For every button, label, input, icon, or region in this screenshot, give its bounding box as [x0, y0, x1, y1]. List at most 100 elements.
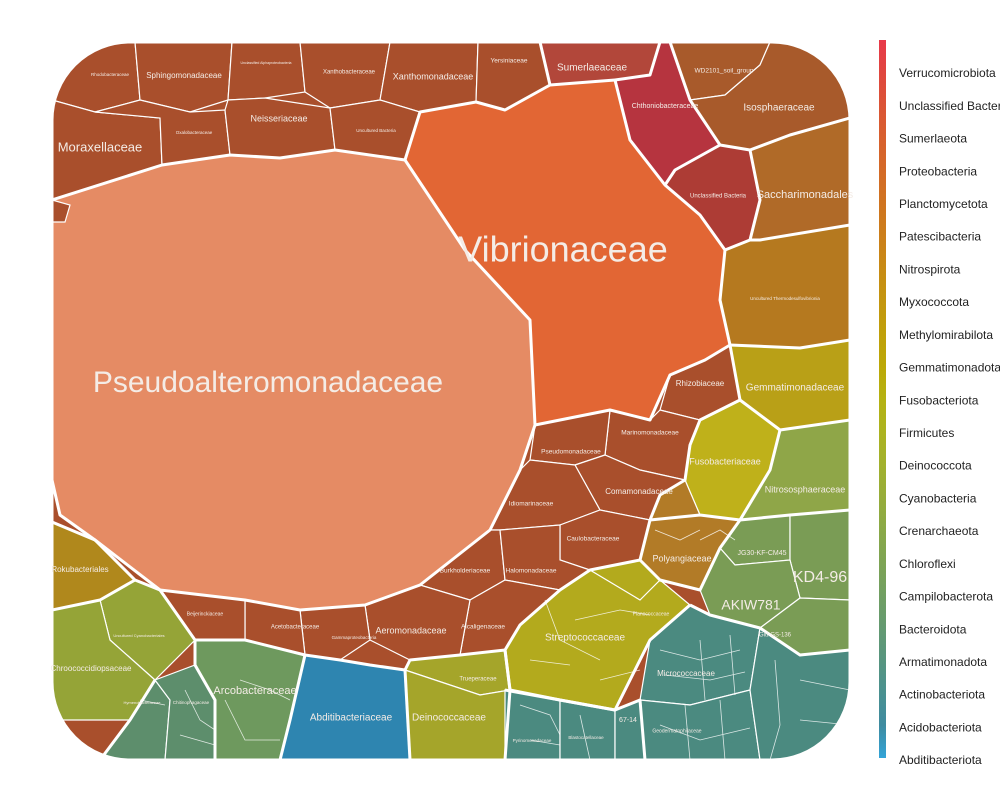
boundary-vibrio-right	[534, 343, 731, 427]
boundary-vibrio-pseudo	[403, 159, 537, 426]
boundary-proteobacteria-bottom	[52, 42, 762, 672]
boundary-plancto	[749, 116, 850, 152]
legend-items: Verrucomicrobiota Unclassified Bacteria Su…	[899, 66, 1000, 767]
label-blastocatellaceae: Blastocatellaceae	[568, 735, 604, 740]
label-gammaproteobacteria: Gammaproteobacteria	[332, 635, 377, 640]
label-rhodobacteraceae: Rhodobacteraceae	[91, 72, 130, 77]
cell-pyrinomonadaceae[interactable]	[504, 689, 561, 760]
label-aeromonadaceae: Aeromonadaceae	[375, 625, 446, 635]
legend-item-unclassified-bacteria: Unclassified Bacteria	[899, 99, 1000, 113]
legend-item-gemmatimonadota: Gemmatimonadota	[899, 361, 1000, 375]
label-uncultured-bacteria: Uncultured Bacteria	[356, 128, 396, 133]
legend-item-myxococcota: Myxococcota	[899, 295, 969, 309]
label-neisseriaceae: Neisseriaceae	[250, 113, 307, 123]
label-halomonadaceae: Halomonadaceae	[506, 568, 557, 575]
cell-sphingomonadaceae[interactable]	[134, 42, 233, 113]
label-pseudoalteromonadaceae: Pseudoalteromonadaceae	[93, 366, 443, 399]
legend-item-crenarchaeota: Crenarchaeota	[899, 524, 979, 538]
boundary-abdit-left	[278, 654, 307, 760]
label-alcaligenaceae: Alcaligenaceae	[461, 624, 505, 631]
legend-item-proteobacteria: Proteobacteria	[899, 164, 977, 178]
label-abditibacteriaceae: Abditibacteriaceae	[310, 713, 393, 724]
boundary-bactero	[98, 679, 157, 760]
legend-item-actinobacteriota: Actinobacteriota	[899, 688, 985, 702]
label-uncultured-thermodesulfovibrionia: Uncultured Thermodesulfovibrionia	[750, 296, 820, 301]
legend-item-patescibacteria: Patescibacteria	[899, 230, 981, 244]
cell-kd4-96[interactable]	[789, 509, 850, 601]
legend-item-bacteroidota: Bacteroidota	[899, 622, 967, 636]
cell-unclassified-alphaproteobacteria[interactable]	[227, 42, 306, 101]
label-chitinophagaceae: Chitinophagaceae	[173, 700, 210, 705]
boundary-acido	[614, 698, 647, 760]
legend-item-firmicutes: Firmicutes	[899, 426, 954, 440]
label-chroococcidiopsaceae: Chroococcidiopsaceae	[51, 664, 132, 673]
legend-item-planctomycetota: Planctomycetota	[899, 197, 988, 211]
cell-neisseriaceae[interactable]	[224, 97, 336, 159]
treemap-frame	[50, 40, 852, 762]
legend-item-campilobacterota: Campilobacterota	[899, 590, 993, 604]
legend-item-acidobacteriota: Acidobacteriota	[899, 720, 982, 734]
legend-item-nitrospirota: Nitrospirota	[899, 262, 961, 276]
label-67-14: 67-14	[619, 717, 637, 724]
label-rokubacteriales: Rokubacteriales	[51, 565, 108, 574]
legend-item-verrucomicrobiota: Verrucomicrobiota	[899, 66, 996, 80]
legend-item-armatimonadota: Armatimonadota	[899, 655, 987, 669]
label-marinomonadaceae: Marinomonadaceae	[621, 430, 679, 437]
legend: Verrucomicrobiota Unclassified Bacteria Su…	[879, 40, 1000, 767]
label-pseudomonadaceae: Pseudomonadaceae	[541, 449, 601, 456]
label-isosphaeraceae: Isosphaeraceae	[743, 103, 815, 114]
label-pyrinomonadaceae: Pyrinomonadaceae	[513, 738, 552, 743]
legend-color-bar	[879, 40, 886, 758]
boundary-pseudo-lower	[52, 424, 537, 612]
label-yersiniaceae: Yersiniaceae	[491, 58, 528, 65]
boundary-sumerl2	[614, 42, 662, 82]
label-moraxellaceae: Moraxellaceae	[58, 139, 143, 154]
boundary-patesci	[750, 223, 850, 242]
legend-item-abditibacteriota: Abditibacteriota	[899, 753, 982, 767]
label-trueperaceae: Trueperaceae	[459, 677, 497, 683]
label-oxalobacteraceae: Oxalobacteraceae	[176, 130, 213, 135]
label-xanthomonadaceae: Xanthomonadaceae	[393, 71, 474, 81]
label-polyangiaceae: Polyangiaceae	[652, 553, 711, 563]
label-micrococcaceae: Micrococcaceae	[657, 669, 715, 678]
label-nitrososphaeraceae: Nitrososphaeraceae	[765, 484, 846, 494]
label-chthoniobacteraceae: Chthoniobacteraceae	[632, 103, 699, 110]
boundary-acido-top	[504, 688, 616, 712]
legend-item-chloroflexi: Chloroflexi	[899, 557, 956, 571]
label-rhizobiaceae: Rhizobiaceae	[676, 379, 725, 388]
boundary-chthonio	[663, 143, 721, 186]
legend-item-cyanobacteria: Cyanobacteria	[899, 491, 977, 505]
boundary-sumerl	[538, 42, 552, 86]
boundary-creno	[739, 508, 850, 522]
treemap-area	[52, 42, 850, 760]
label-sumerlaeaceae: Sumerlaeaceae	[557, 63, 627, 74]
cell-labels: Vibrionaceae Pseudoalteromonadaceae KD4-…	[51, 58, 854, 743]
boundary-vibrio-top	[403, 78, 727, 251]
label-burkholderiaceae: Burkholderiaceae	[440, 568, 491, 575]
label-xanthobacteraceae: Xanthobacteraceae	[323, 70, 376, 76]
label-planococcaceae: Planococcaceae	[633, 611, 670, 617]
label-comamonadaceae: Comamonadaceae	[605, 487, 673, 496]
label-saccharimonadales: Saccharimonadales	[757, 189, 854, 201]
label-streptococcaceae: Streptococcaceae	[545, 633, 625, 644]
label-beijerinckiaceae: Beijerinckiaceae	[187, 611, 224, 617]
boundary-chloro	[638, 519, 742, 592]
boundary-chloro-bottom	[689, 603, 850, 657]
label-geodermatophilaceae: Geodermatophilaceae	[652, 728, 701, 734]
label-akiw781: AKIW781	[721, 597, 780, 613]
label-wd2101-soil-group: WD2101_soil_group	[695, 68, 754, 75]
legend-item-sumerlaeota: Sumerlaeota	[899, 132, 967, 146]
label-unclassified-bacteria: Unclassified Bacteria	[690, 194, 747, 200]
legend-item-methylomirabilota: Methylomirabilota	[899, 328, 993, 342]
label-arcobacteraceae: Arcobacteraceae	[213, 685, 296, 697]
label-hymenobacteraceae: Hymenobacteraceae	[124, 700, 162, 705]
label-unclassified-alphaproteobacteria: Unclassified Alphaproteobacteria	[241, 61, 292, 65]
label-gitt-gs-136: Gitt-GS-136	[759, 633, 792, 639]
boundary-pseudo-bottom	[52, 148, 406, 202]
label-jg30-kf-cm45: JG30-KF-CM45	[737, 550, 786, 557]
cell-small-left[interactable]	[52, 199, 71, 223]
label-acetobacteraceae: Acetobacteraceae	[271, 625, 320, 631]
boundary-abdit	[403, 669, 412, 760]
label-fusobacteriaceae: Fusobacteriaceae	[689, 456, 761, 466]
